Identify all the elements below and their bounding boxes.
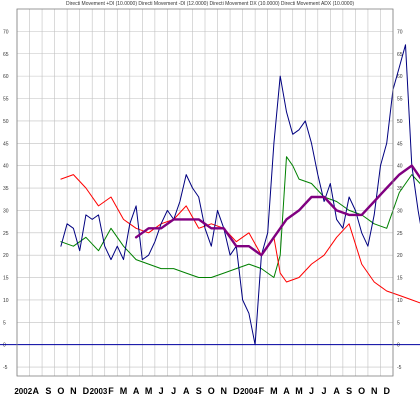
x-tick-label: S [346,386,352,396]
series-line-plus-di [60,156,420,278]
x-tick-label: A [133,386,140,396]
y-tick-label-right: 35 [397,186,403,192]
x-tick-label: S [45,386,51,396]
x-tick-label: J [322,386,327,396]
x-tick-label: 2002 [14,387,32,396]
grid-lines [16,9,394,376]
y-tick-label-right: 25 [397,231,403,237]
y-tick-label-right: 55 [397,97,403,103]
x-tick-label: M [120,386,128,396]
y-tick-label-left: 30 [3,208,9,214]
y-tick-label-left: 60 [3,74,9,80]
series-line-adx [134,164,420,257]
plot-frame [16,8,394,377]
y-tick-label-left: 20 [3,253,9,259]
x-tick-label: F [108,386,114,396]
y-tick-label-right: 0 [397,343,400,349]
x-tick-label: 2004 [240,387,258,396]
y-tick-label-right: 5 [397,320,400,326]
y-tick-label-left: 35 [3,186,9,192]
x-axis: 2002 A S O N D 2003 F M A M J J A S O N D 2004 F M A M J J A S O N D [14,386,390,396]
y-tick-label-left: 50 [3,119,9,125]
y-tick-label-left: 25 [3,231,9,237]
y-tick-label-left: 40 [3,164,9,170]
x-tick-label: M [295,386,303,396]
x-tick-label: O [358,386,365,396]
chart-title: Directi Movement +DI (10.0000) Directi M… [65,1,355,7]
y-tick-label-right: 50 [397,119,403,125]
x-tick-label: A [183,386,190,396]
y-tick-label-right: 70 [397,29,403,35]
y-tick-label-right: 10 [397,298,403,304]
x-tick-label: M [270,386,278,396]
y-tick-label-right: 65 [397,52,403,58]
y-tick-label-left: 65 [3,52,9,58]
x-tick-label: N [221,386,228,396]
y-tick-label-right: 20 [397,253,403,259]
x-tick-label: 2003 [90,387,108,396]
y-tick-label-right: -5 [397,365,402,371]
x-tick-label: N [70,386,77,396]
y-tick-label-left: 0 [3,343,6,349]
y-tick-label-left: -5 [3,365,8,371]
x-tick-label: M [145,386,153,396]
y-axis-left: -5 0 5 10 15 20 25 30 35 40 45 50 55 60 65 70 [3,29,9,371]
series-lines [60,44,420,346]
y-tick-label-left: 5 [3,320,6,326]
x-tick-label: F [259,386,265,396]
x-tick-label: O [57,386,64,396]
y-tick-label-left: 70 [3,29,9,35]
x-tick-label: J [159,386,164,396]
x-tick-label: D [233,386,240,396]
x-tick-label: O [208,386,215,396]
y-tick-label-left: 15 [3,276,9,282]
x-tick-label: D [83,386,90,396]
x-tick-label: A [283,386,290,396]
y-tick-label-right: 40 [397,164,403,170]
series-line-dx [60,44,420,346]
x-tick-label: S [196,386,202,396]
y-tick-label-right: 15 [397,276,403,282]
y-tick-label-right: 30 [397,208,403,214]
y-tick-label-right: 60 [397,74,403,80]
y-tick-label-left: 45 [3,141,9,147]
x-tick-label: N [371,386,378,396]
x-tick-label: D [383,386,390,396]
x-tick-label: A [333,386,340,396]
y-tick-label-left: 10 [3,298,9,304]
y-axis-right: -5 0 5 10 15 20 25 30 35 40 45 50 55 60 65 70 [397,29,403,371]
y-tick-label-left: 55 [3,97,9,103]
y-tick-label-right: 45 [397,141,403,147]
x-tick-label: J [171,386,176,396]
x-tick-label: A [33,386,40,396]
x-tick-label: J [309,386,314,396]
